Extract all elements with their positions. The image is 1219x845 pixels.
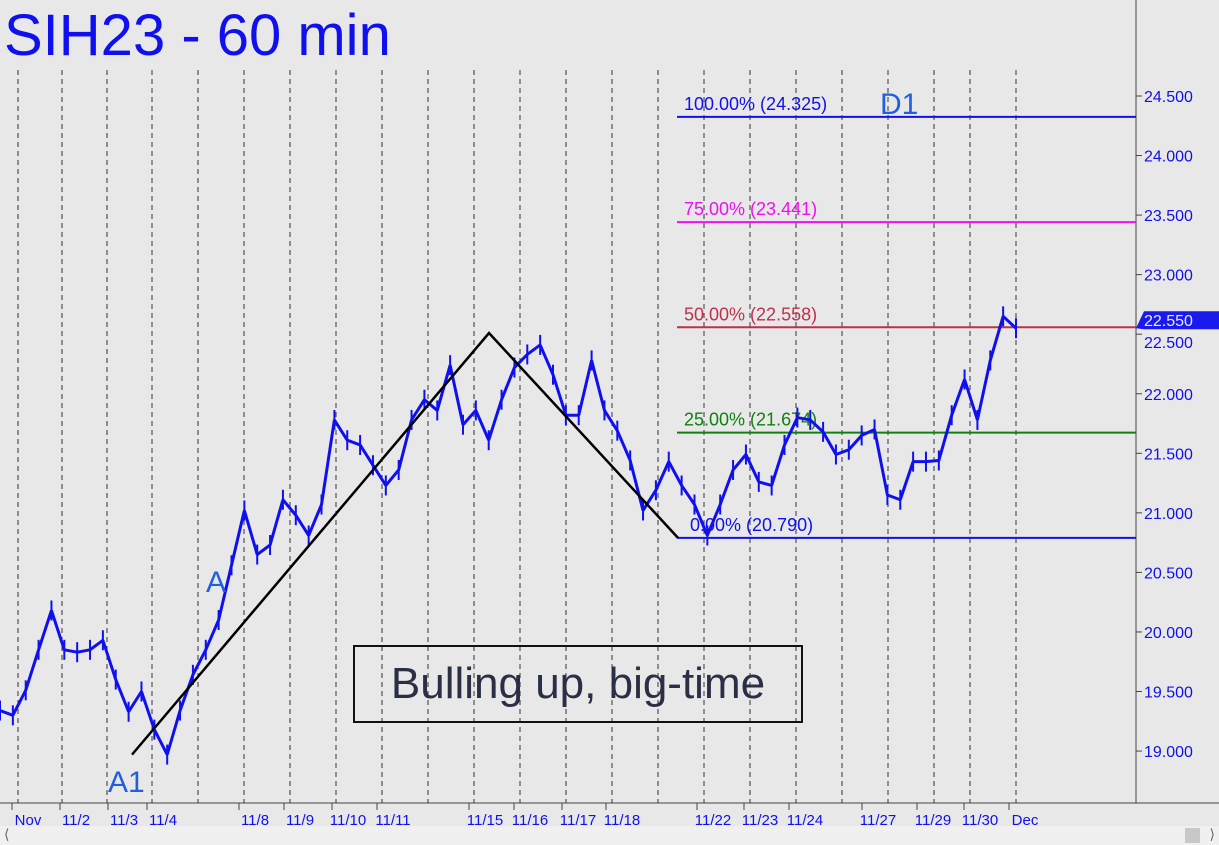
x-tick-label: 11/2 — [62, 812, 90, 829]
chart-title: SIH23 - 60 min — [4, 3, 391, 68]
y-tick-label: 20.000 — [1144, 625, 1193, 642]
scrollbar-thumb[interactable] — [1185, 828, 1200, 843]
x-tick-label: 11/29 — [915, 812, 951, 829]
x-tick-label: 11/18 — [604, 812, 640, 829]
x-tick-label: 11/16 — [512, 812, 548, 829]
fib-label: 50.00% (22.558) — [684, 304, 817, 324]
annotation-text: Bulling up, big-time — [390, 659, 766, 708]
x-tick-label: 11/10 — [330, 812, 366, 829]
fib-label: 25.00% (21.674) — [684, 410, 817, 430]
x-tick-label: 11/17 — [560, 812, 596, 829]
last-price-tag — [1136, 311, 1219, 330]
x-tick-label: 11/3 — [110, 812, 138, 829]
fib-label: 0.00% (20.790) — [690, 515, 813, 535]
y-tick-label: 19.500 — [1144, 685, 1193, 702]
last-price-label: 22.550 — [1144, 313, 1193, 330]
wave-label: A1 — [108, 766, 145, 799]
horizontal-scrollbar[interactable]: ⟨ ⟩ — [0, 826, 1219, 845]
annotation-box: Bulling up, big-time — [353, 645, 803, 723]
fib-label: 100.00% (24.325) — [684, 94, 827, 114]
x-tick-label: Dec — [1012, 812, 1039, 829]
wave-label: A — [206, 566, 226, 599]
wave-label: D1 — [880, 88, 918, 121]
x-tick-label: 11/22 — [695, 812, 731, 829]
y-tick-label: 23.500 — [1144, 208, 1193, 225]
y-tick-label: 22.000 — [1144, 387, 1193, 404]
x-tick-label: 11/9 — [286, 812, 314, 829]
x-tick-label: 11/4 — [149, 812, 177, 829]
zigzag-pattern — [131, 331, 679, 756]
y-tick-label: 20.500 — [1144, 565, 1193, 582]
scroll-left-icon[interactable]: ⟨ — [4, 826, 10, 842]
y-tick-label: 24.500 — [1144, 89, 1193, 106]
y-tick-label: 19.000 — [1144, 744, 1193, 761]
x-tick-label: 11/23 — [742, 812, 778, 829]
y-tick-label: 24.000 — [1144, 149, 1193, 166]
price-series — [0, 315, 1018, 756]
x-tick-label: 11/15 — [467, 812, 503, 829]
x-tick-label: Nov — [15, 812, 42, 829]
x-tick-label: 11/30 — [962, 812, 998, 829]
y-tick-label: 22.500 — [1144, 335, 1193, 352]
x-tick-label: 11/11 — [375, 812, 410, 829]
fib-label: 75.00% (23.441) — [684, 199, 817, 219]
y-tick-label: 23.000 — [1144, 268, 1193, 285]
x-tick-label: 11/8 — [241, 812, 269, 829]
x-tick-label: 11/27 — [860, 812, 896, 829]
y-tick-label: 21.500 — [1144, 446, 1193, 463]
x-tick-label: 11/24 — [787, 812, 823, 829]
scroll-right-icon[interactable]: ⟩ — [1209, 826, 1215, 842]
y-tick-label: 21.000 — [1144, 506, 1193, 523]
